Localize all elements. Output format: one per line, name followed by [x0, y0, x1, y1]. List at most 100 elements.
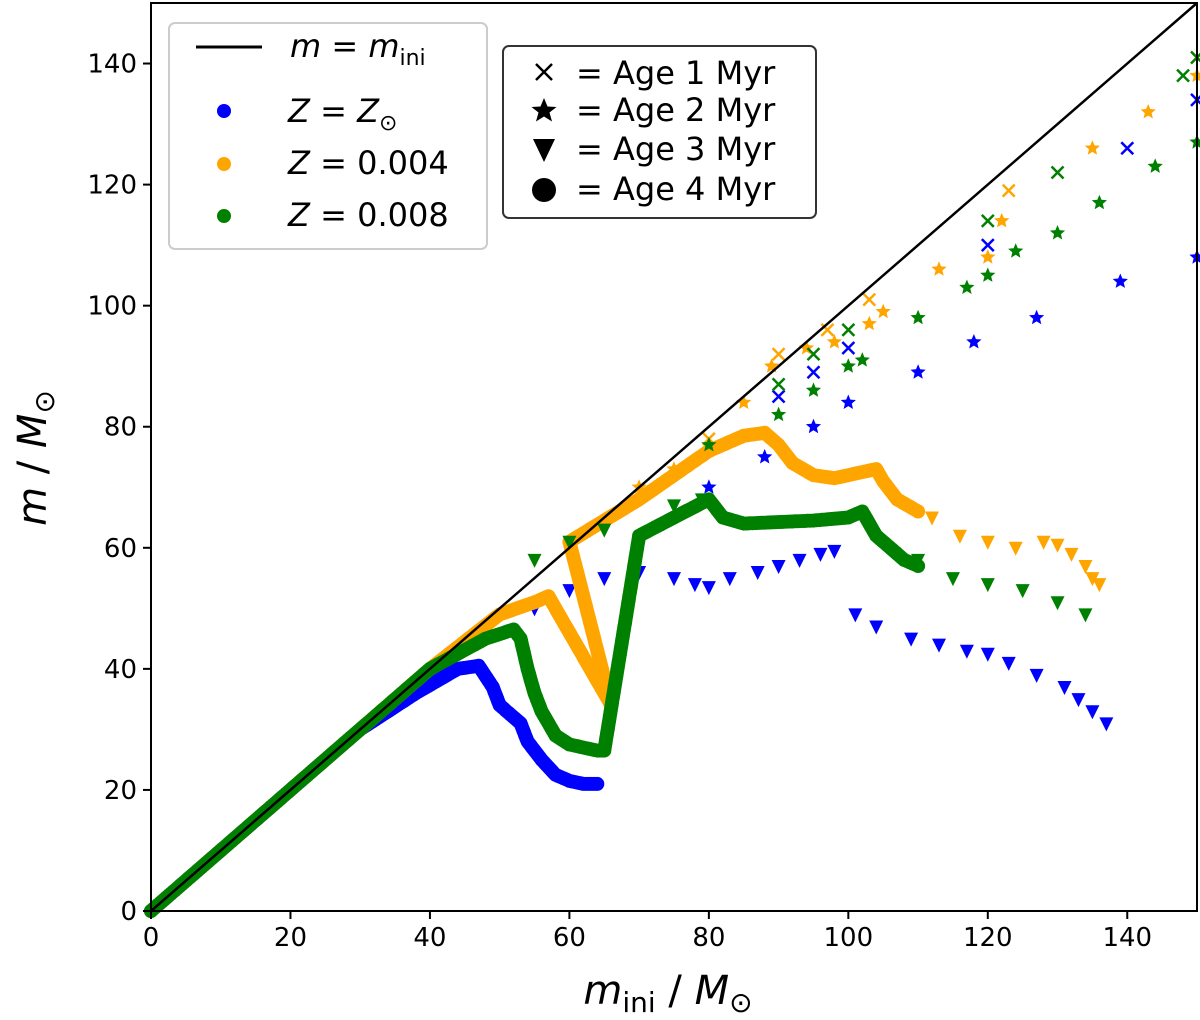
point-age1: [980, 214, 995, 228]
point-age1: [1176, 68, 1190, 83]
point-age3: [980, 647, 995, 662]
point-age1: [980, 238, 995, 253]
point-age3: [687, 578, 702, 593]
point-age2: [701, 442, 717, 458]
point-age3: [813, 547, 828, 562]
point-age3: [1029, 668, 1044, 683]
point-age3: [792, 553, 807, 568]
legend-age-x-icon: [535, 63, 553, 81]
point-age3: [1085, 705, 1100, 720]
legend-age-3-label: = Age 3 Myr: [576, 130, 776, 168]
legend-age-circle-icon: [532, 178, 556, 202]
x-tick-label: 20: [274, 923, 307, 953]
point-age3: [701, 581, 716, 596]
point-age2: [1008, 243, 1024, 258]
legend-label-reference: m = mini: [290, 27, 426, 71]
point-age3: [1057, 681, 1072, 696]
legend-age-4-label: = Age 4 Myr: [576, 170, 776, 208]
point-age1: [841, 341, 856, 355]
point-age1: [1001, 183, 1016, 198]
reference-line: [150, 2, 1198, 912]
point-age3: [1036, 535, 1051, 550]
point-age3: [1085, 572, 1100, 587]
point-age2: [1084, 140, 1100, 155]
point-age3: [1008, 541, 1023, 556]
point-age1: [1190, 50, 1200, 65]
point-age3: [1015, 584, 1030, 599]
point-age1: [771, 347, 786, 361]
legend-metallicity: m = mini Z = Z⊙ Z = 0.004 Z = 0.008: [168, 22, 488, 250]
point-age3: [1078, 608, 1093, 623]
y-tick-label: 60: [104, 534, 137, 564]
legend-age-star-icon: [531, 98, 557, 122]
point-age3: [1092, 578, 1107, 593]
point-age2: [1091, 194, 1107, 210]
legend-marker-z0004: [217, 157, 231, 171]
point-age3: [750, 566, 765, 581]
point-age2: [764, 358, 780, 373]
point-age3: [667, 572, 681, 587]
legend-label-solar: Z = Z⊙: [287, 92, 397, 136]
point-age2: [994, 212, 1010, 228]
point-age3: [980, 535, 995, 550]
point-age1: [806, 347, 821, 361]
point-age3: [980, 578, 995, 593]
point-age3: [722, 572, 737, 587]
point-age2: [959, 279, 975, 294]
point-age1: [1190, 92, 1200, 107]
point-age2: [1147, 158, 1163, 173]
legend-age-box: [502, 45, 817, 219]
x-tick-label: 140: [1102, 923, 1152, 953]
point-age2: [1029, 309, 1045, 325]
y-tick-label: 80: [104, 413, 137, 443]
point-age2: [966, 334, 982, 349]
point-age3: [694, 493, 709, 508]
point-age3: [959, 644, 974, 659]
point-age2: [910, 364, 926, 379]
point-age2: [666, 461, 682, 476]
point-age2: [840, 394, 856, 409]
point-age1: [806, 365, 821, 380]
point-age1: [1120, 141, 1135, 156]
y-tick-label: 100: [87, 292, 137, 322]
point-age3: [771, 559, 786, 574]
point-age2: [771, 406, 787, 422]
point-age4: [911, 504, 926, 519]
point-age3: [848, 608, 863, 623]
point-age3: [904, 632, 919, 647]
point-age3: [527, 553, 542, 568]
point-age2: [826, 334, 842, 349]
point-age3: [1071, 693, 1086, 708]
legend-age-1-label: = Age 1 Myr: [576, 54, 776, 92]
point-age3: [1050, 538, 1065, 553]
y-tick-label: 140: [87, 50, 137, 80]
point-age2: [1049, 225, 1066, 240]
legend-label-z0008: Z = 0.008: [287, 196, 449, 234]
point-age2: [757, 449, 773, 464]
point-age2: [980, 249, 996, 264]
point-age2: [1189, 67, 1200, 83]
point-age2: [980, 267, 996, 282]
point-age3: [562, 584, 577, 599]
y-tick-label: 120: [87, 171, 137, 201]
point-age2: [931, 261, 947, 276]
point-age3: [1078, 559, 1093, 574]
point-age3: [597, 572, 612, 587]
point-age2: [1140, 104, 1156, 119]
point-age2: [701, 436, 717, 452]
point-age2: [875, 303, 891, 319]
point-age2: [1189, 134, 1200, 149]
legend-age-2-label: = Age 2 Myr: [576, 91, 776, 129]
point-age2: [736, 394, 752, 409]
point-age2: [1189, 249, 1200, 264]
point-age2: [910, 309, 926, 325]
point-age1: [862, 292, 877, 307]
point-age3: [827, 544, 842, 559]
point-age3: [1099, 717, 1114, 732]
point-age2: [854, 352, 870, 367]
legend-marker-solar: [217, 104, 231, 118]
point-age1: [820, 322, 835, 337]
point-age3: [562, 535, 577, 550]
point-age3: [945, 572, 960, 587]
point-age1: [771, 377, 786, 392]
